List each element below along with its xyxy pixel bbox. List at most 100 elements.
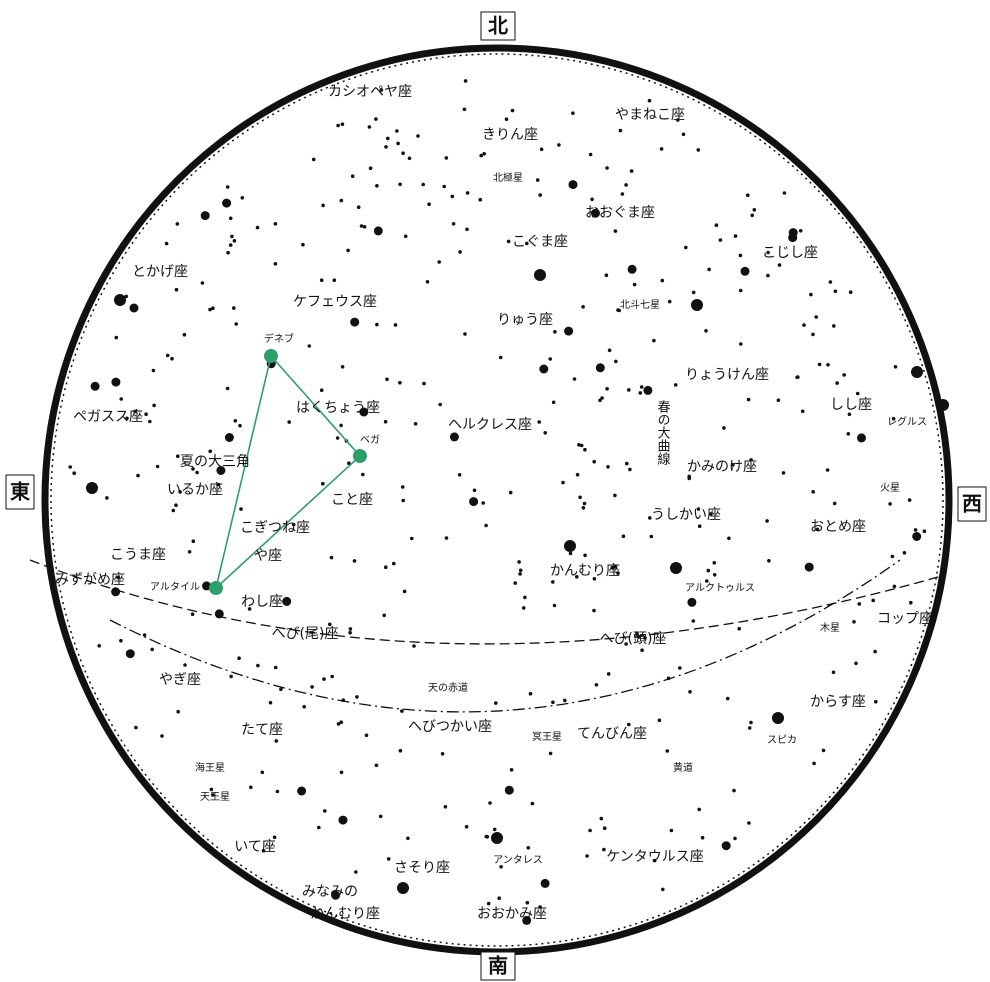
star [444,536,449,540]
south-label: 南 [488,954,508,978]
star [627,722,631,727]
star [592,459,596,464]
star [350,174,355,178]
bright-star [397,882,409,894]
star [821,748,826,753]
star [847,412,852,417]
star [421,182,426,187]
star [178,490,182,494]
star [72,471,76,476]
star [648,516,652,520]
star [575,472,580,477]
star [825,468,830,472]
star [142,633,147,637]
star [718,238,723,242]
star [752,208,757,212]
star [621,534,626,538]
star [449,432,459,442]
constellation-label: 北斗七星 [620,299,660,311]
star [398,748,403,753]
star [228,216,233,221]
constellation-label: かみのけ座 [687,459,757,475]
star [272,835,277,840]
star [687,597,697,607]
star [635,632,639,636]
star [687,476,691,481]
star [831,670,836,675]
star [553,330,557,334]
constellation-label: おとめ座 [810,519,866,535]
constellation-label: 天の赤道 [428,681,468,694]
star [359,224,364,228]
star [739,342,743,346]
star [302,704,307,709]
star [661,887,665,892]
star [339,198,344,203]
bright-star [491,832,503,844]
star [183,663,187,667]
star [696,507,701,511]
star [105,496,109,500]
star [499,865,503,869]
star [191,467,195,471]
star [591,208,600,218]
star [632,282,637,287]
star [379,88,384,92]
star [200,281,205,285]
star [384,145,388,149]
star [216,482,221,487]
star [842,373,846,377]
star [211,793,215,797]
constellation-label: おおかみ座 [477,906,547,922]
star [610,565,615,570]
star [643,636,647,640]
star [798,229,803,233]
star [607,348,612,353]
star [572,377,577,381]
star [331,890,341,900]
constellation-label: カシオペヤ座 [328,84,412,100]
constellation-label: やぎ座 [159,672,201,688]
star [152,403,156,408]
constellation-label: みなみの [302,884,358,900]
star [412,644,416,648]
star [279,687,283,692]
star [624,642,628,646]
star [165,353,170,358]
star [330,674,335,679]
star [673,383,678,387]
star [400,485,405,489]
star [134,725,138,730]
star [538,193,542,197]
star [697,807,701,812]
constellation-label: みずがめ座 [55,572,125,588]
star [614,359,618,364]
star [465,191,470,195]
star [444,156,449,160]
star [191,539,196,543]
star [214,609,224,619]
star [472,488,477,493]
star [129,303,139,313]
star [90,381,100,391]
star [606,672,611,676]
star [590,197,594,202]
star [275,789,280,794]
star [232,239,237,243]
star [577,443,581,447]
star [375,322,379,327]
star [497,896,502,900]
star [340,122,345,126]
star [625,461,629,466]
star [600,396,604,400]
constellation-label: 黄道 [673,761,693,774]
star [319,278,324,283]
star [425,280,430,284]
star [339,423,343,428]
star [458,250,462,254]
star [543,431,547,435]
constellation-label: 火星 [880,482,900,494]
star [732,788,736,793]
star [592,577,597,581]
star [488,801,492,805]
